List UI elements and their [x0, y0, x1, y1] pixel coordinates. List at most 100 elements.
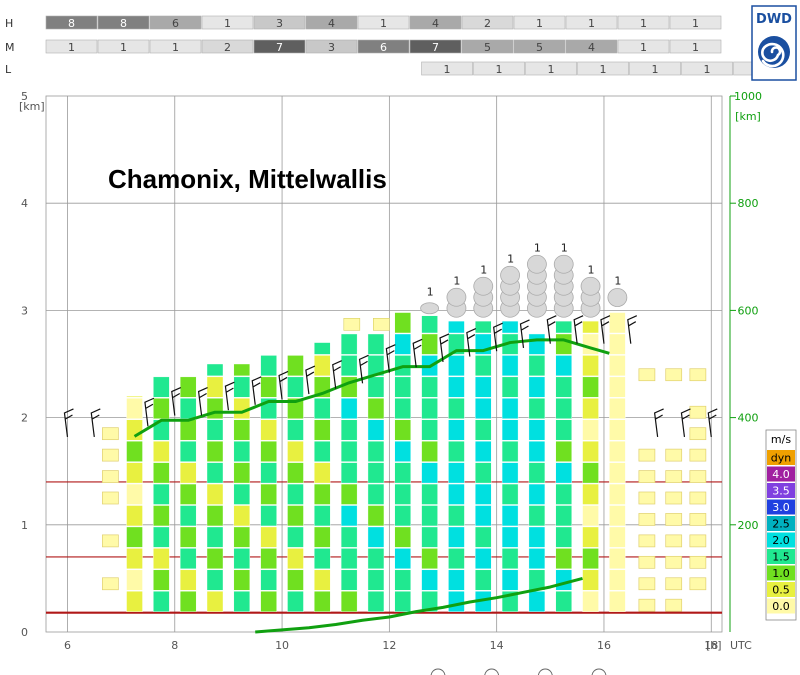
thermal-cell	[179, 591, 197, 612]
thermal-cell	[206, 398, 224, 419]
cumulus-puff	[553, 254, 574, 274]
x-tick-label: 6	[64, 639, 71, 652]
thermal-cell	[179, 505, 197, 527]
thermal-cell	[528, 440, 546, 462]
thermal-cell	[582, 320, 599, 334]
thermal-cell	[179, 440, 197, 462]
thermal-cell	[528, 591, 546, 612]
thermal-cell	[126, 591, 143, 612]
thermal-cell	[367, 591, 385, 612]
thermal-cell	[475, 440, 492, 462]
thermal-cell	[206, 376, 224, 398]
thermal-cell	[367, 333, 385, 355]
thermal-cell	[126, 548, 143, 570]
legend-swatch	[767, 516, 795, 531]
thermal-cell	[287, 398, 304, 419]
thermal-cell	[206, 483, 224, 505]
thermal-cell	[367, 526, 385, 548]
thermal-cell	[206, 363, 224, 377]
wind-barb	[144, 397, 155, 427]
legend-swatch	[767, 499, 795, 515]
thermal-cell	[448, 569, 465, 591]
sparse-cell	[102, 577, 119, 591]
thermal-cell	[501, 398, 519, 419]
swirl-icon	[758, 36, 790, 68]
thermal-cell	[394, 419, 411, 441]
cloud-cell	[253, 15, 306, 30]
sparse-columns	[102, 368, 707, 612]
thermal-cell	[340, 333, 358, 355]
wind-barb	[519, 319, 530, 349]
thermal-cell	[340, 591, 358, 612]
thermal-cell	[448, 376, 465, 398]
cloud-cell	[409, 39, 462, 54]
cloud-cell	[617, 39, 670, 54]
thermal-cell	[126, 569, 143, 591]
sparse-cell	[665, 555, 683, 569]
y-left-tick-label: 2	[21, 412, 28, 425]
thermal-cell	[394, 398, 411, 419]
thermal-cell	[314, 419, 331, 441]
cloud-cell-value: 6	[172, 17, 179, 30]
sparse-cell	[638, 491, 656, 505]
y-right-tick-label: 800	[738, 197, 759, 210]
cloud-cell	[577, 61, 629, 76]
sparse-cell	[689, 405, 707, 419]
legend-swatch	[767, 565, 795, 581]
thermal-cell	[448, 591, 465, 612]
cloud-cell	[409, 15, 462, 30]
x-tick-label: 16	[597, 639, 611, 652]
thermal-cell	[555, 320, 572, 334]
wind-barbs	[63, 315, 718, 438]
thermal-cell	[528, 419, 546, 441]
cumulus-label: 1	[561, 241, 568, 254]
thermal-cell	[555, 355, 572, 377]
cumulus-puff	[527, 254, 547, 274]
sparse-cell	[102, 470, 119, 483]
cloud-cell-value: 1	[640, 17, 647, 30]
thermal-cell	[394, 548, 411, 570]
thermal-cell	[609, 462, 626, 484]
cloud-cell-value: 1	[588, 17, 595, 30]
legend-entry-label: 4.0	[772, 468, 790, 481]
thermal-cell	[582, 333, 599, 355]
thermal-cell	[340, 440, 358, 462]
cumulus-clouds: 1 1 1 1 1 1 1 1	[420, 241, 628, 318]
wind-barb	[707, 408, 718, 438]
thermal-cell	[153, 398, 170, 419]
thermal-cell	[153, 505, 170, 527]
thermal-cell	[314, 355, 331, 377]
thermal-cell	[528, 355, 546, 377]
thermal-cell	[528, 376, 546, 398]
wind-barb	[305, 365, 316, 395]
cloud-cell	[461, 39, 514, 54]
thermal-cell	[260, 419, 277, 441]
thermal-cell	[153, 376, 170, 398]
wind-barb	[412, 338, 423, 368]
thermal-cell	[287, 591, 304, 612]
thermal-cell	[287, 355, 304, 377]
sparse-cell	[102, 427, 119, 441]
legend-entry-label: 0.5	[772, 584, 790, 597]
thermal-columns	[126, 312, 626, 612]
cloud-cell	[669, 39, 722, 54]
cloud-cell	[305, 39, 358, 54]
wind-barb	[466, 328, 477, 357]
cloud-cell	[201, 15, 254, 30]
thermal-cell	[126, 395, 143, 398]
x-unit-label: [h]	[706, 639, 722, 652]
thermal-cell	[421, 483, 438, 505]
cloud-cell-value: 6	[380, 41, 387, 54]
wind-barb	[600, 315, 611, 344]
thermal-cell	[555, 333, 572, 355]
sparse-cell	[638, 470, 656, 483]
cloud-cell	[97, 15, 150, 30]
thermal-cell	[609, 312, 626, 334]
thermal-cell	[609, 376, 626, 398]
cloud-cell-value: 1	[692, 41, 699, 54]
thermal-cell	[528, 398, 546, 419]
thermal-cell	[555, 398, 572, 419]
thermal-cell	[367, 462, 385, 484]
thermal-cell	[179, 483, 197, 505]
sparse-cell	[689, 491, 707, 505]
